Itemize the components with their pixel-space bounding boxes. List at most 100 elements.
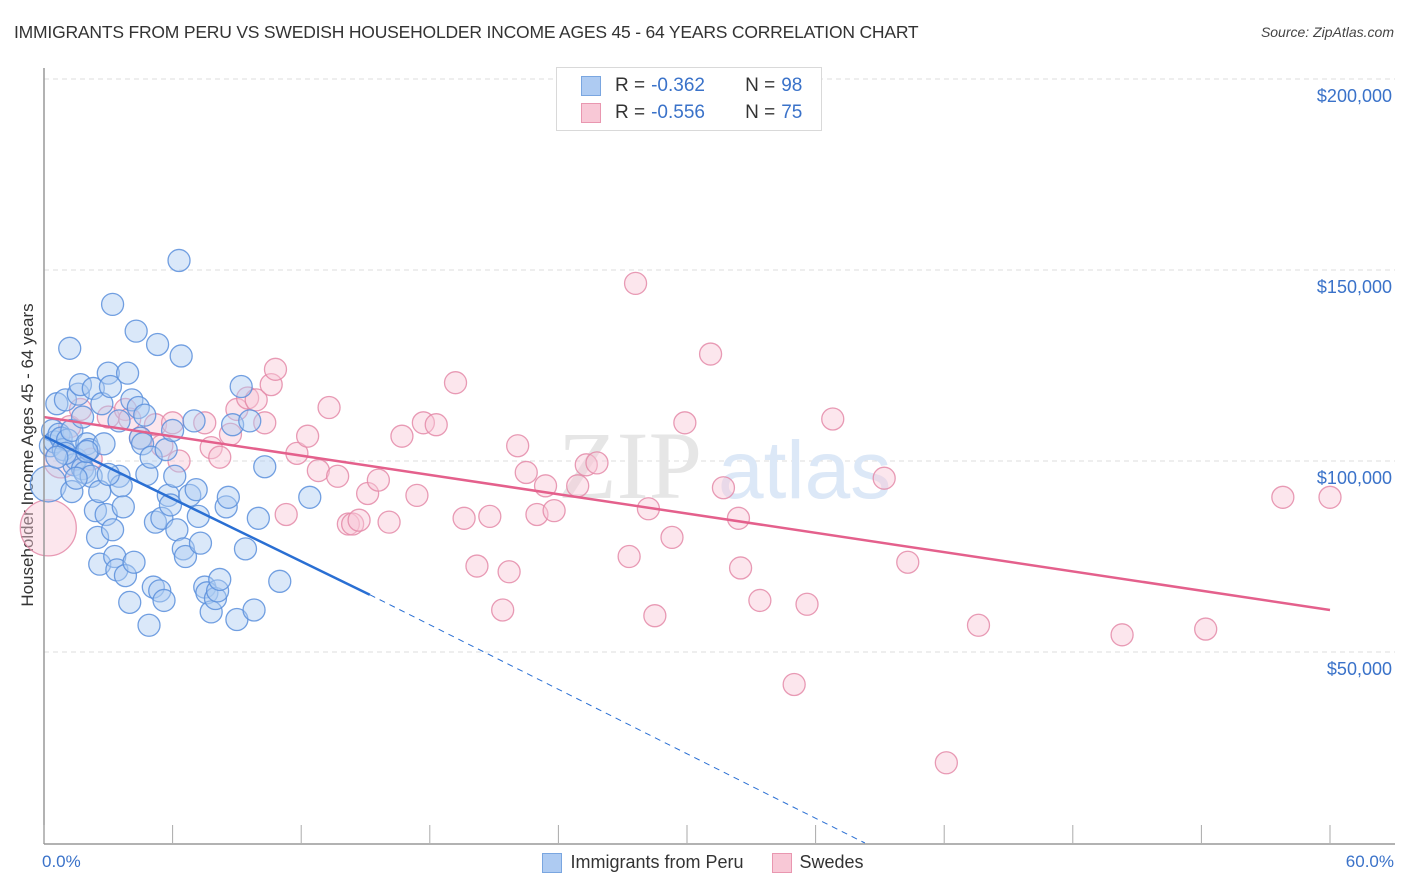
- source-credit: Source: ZipAtlas.com: [1260, 24, 1394, 40]
- data-point: [366, 468, 391, 492]
- series-legend: Immigrants from Peru Swedes: [0, 852, 1406, 873]
- data-point: [390, 424, 414, 448]
- x-tick-min: 0.0%: [42, 852, 81, 871]
- data-point: [169, 344, 193, 368]
- r-label: R =: [615, 75, 646, 96]
- data-point: [124, 319, 148, 343]
- data-point: [253, 455, 277, 479]
- chart-title: IMMIGRANTS FROM PERU VS SWEDISH HOUSEHOL…: [14, 22, 919, 42]
- data-point: [208, 567, 232, 592]
- data-point: [298, 485, 322, 509]
- data-point: [60, 479, 84, 504]
- data-point: [491, 598, 515, 622]
- legend-row-swedes: R = -0.556 N = 75: [581, 101, 802, 125]
- data-point: [118, 590, 142, 614]
- data-point: [145, 332, 170, 357]
- watermark-atlas: atlas: [718, 425, 891, 516]
- watermark-zip: ZIP: [558, 412, 702, 519]
- data-point: [478, 504, 502, 529]
- swedes-swatch-icon: [771, 852, 792, 873]
- data-point: [113, 563, 138, 588]
- data-point: [506, 434, 530, 458]
- data-point: [68, 397, 93, 422]
- data-point: [246, 506, 270, 530]
- data-point: [340, 512, 365, 536]
- data-point: [325, 464, 350, 488]
- trend-lines: [43, 415, 1331, 844]
- y-tick-200000: $200,000: [1316, 86, 1392, 106]
- data-point: [152, 588, 176, 613]
- data-point: [306, 458, 330, 483]
- data-point: [139, 445, 163, 469]
- y-tick-150000: $150,000: [1316, 277, 1392, 297]
- data-point: [525, 502, 549, 527]
- data-point: [205, 579, 230, 603]
- data-point: [68, 372, 93, 397]
- data-point: [203, 586, 228, 611]
- data-point: [29, 465, 67, 503]
- data-point: [66, 382, 90, 406]
- swedes-trend-line: [43, 415, 1331, 612]
- data-point: [643, 604, 667, 628]
- data-point: [377, 510, 401, 534]
- data-point: [143, 510, 168, 534]
- data-point: [872, 466, 896, 490]
- x-tick-max: 60.0%: [1345, 852, 1394, 871]
- data-point: [274, 502, 298, 527]
- y-tick-100000: $100,000: [1316, 468, 1392, 488]
- data-point: [111, 495, 135, 519]
- data-point: [235, 386, 260, 410]
- data-point: [137, 613, 161, 637]
- data-point: [253, 411, 277, 435]
- data-point: [405, 483, 429, 508]
- data-point: [542, 499, 566, 523]
- data-point: [317, 395, 341, 420]
- swedes-swatch-icon: [581, 103, 601, 123]
- data-point: [966, 613, 991, 637]
- legend-item-peru[interactable]: Immigrants from Peru: [542, 852, 744, 873]
- data-point: [220, 413, 245, 437]
- data-point: [120, 388, 144, 412]
- data-point: [782, 672, 806, 697]
- data-point: [268, 569, 292, 593]
- n-label: N =: [745, 102, 776, 123]
- peru-trend-extension: [369, 594, 866, 844]
- data-point: [81, 376, 105, 401]
- data-point: [623, 271, 648, 296]
- data-point: [115, 361, 140, 385]
- data-point: [184, 477, 208, 502]
- data-point: [122, 550, 146, 574]
- data-point: [934, 751, 958, 775]
- n-value: 75: [781, 102, 803, 123]
- data-point: [182, 409, 206, 433]
- data-point: [244, 388, 268, 412]
- data-point: [58, 336, 82, 360]
- legend-item-swedes[interactable]: Swedes: [771, 852, 864, 873]
- data-point: [208, 445, 232, 469]
- peru-swatch-icon: [542, 852, 563, 873]
- data-point: [45, 445, 69, 469]
- data-point: [617, 544, 641, 569]
- data-point: [53, 388, 78, 412]
- data-point: [165, 518, 189, 542]
- data-point: [79, 464, 103, 488]
- watermark: ZIP atlas: [558, 412, 891, 519]
- data-point: [242, 598, 266, 622]
- data-point: [1271, 485, 1295, 509]
- data-point: [154, 437, 178, 462]
- legend-label-swedes: Swedes: [799, 852, 864, 872]
- data-point: [133, 403, 157, 427]
- data-point: [199, 600, 223, 624]
- r-label: R =: [615, 102, 646, 123]
- data-point: [259, 372, 283, 397]
- data-point: [821, 407, 845, 431]
- data-point: [126, 395, 150, 420]
- data-point: [188, 531, 213, 555]
- data-point: [465, 554, 489, 578]
- data-point: [443, 371, 468, 395]
- y-tick-50000: $50,000: [1326, 659, 1392, 679]
- correlation-legend: R = -0.362 N = 98 R = -0.556 N = 75: [556, 67, 822, 131]
- data-point: [216, 485, 240, 509]
- data-point: [514, 460, 538, 485]
